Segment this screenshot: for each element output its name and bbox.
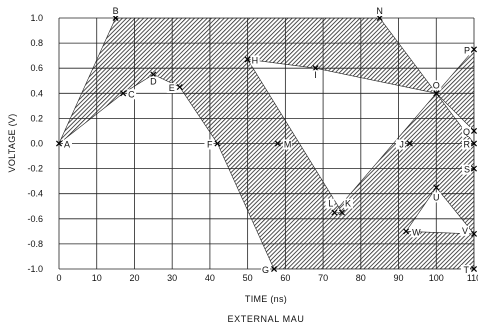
point-label-a: A <box>64 140 70 150</box>
point-label-bg <box>462 45 471 56</box>
point-label-n: N <box>376 6 383 16</box>
point-label-b: B <box>113 6 119 16</box>
point-label-bg <box>462 126 471 137</box>
point-marker-c <box>120 90 127 97</box>
point-marker-o <box>433 90 440 97</box>
point-marker-p <box>470 46 478 53</box>
x-tick-label: 100 <box>429 273 444 283</box>
point-marker-u <box>433 184 440 191</box>
point-label-t: T <box>464 265 470 275</box>
y-tick-label: -0.8 <box>27 239 43 249</box>
point-label-j: J <box>399 140 404 150</box>
point-label-w: W <box>412 227 421 237</box>
point-label-bg <box>411 227 421 238</box>
point-label-bg <box>432 80 442 91</box>
point-label-s: S <box>464 165 470 175</box>
point-marker-h <box>244 56 251 63</box>
point-label-k: K <box>345 199 351 209</box>
y-tick-label: 0.6 <box>30 63 43 73</box>
y-tick-label: -0.2 <box>27 164 43 174</box>
point-label-bg <box>111 6 121 16</box>
y-tick-label: 0.8 <box>30 38 43 48</box>
point-label-g: G <box>262 265 269 275</box>
point-label-bg <box>311 70 321 81</box>
point-marker-i <box>312 65 319 72</box>
point-marker-m <box>274 140 281 147</box>
point-label-bg <box>250 55 260 66</box>
point-label-r: R <box>464 140 471 150</box>
point-label-bg <box>395 139 405 150</box>
y-tick-label: 0.4 <box>30 88 43 98</box>
point-label-o: O <box>433 80 440 90</box>
x-tick-label: 0 <box>56 273 61 283</box>
y-tick-label: 0.2 <box>30 113 43 123</box>
point-marker-b <box>112 14 119 22</box>
point-label-bg <box>204 139 214 150</box>
point-marker-f <box>214 140 221 147</box>
y-tick-label: 1.0 <box>30 13 43 23</box>
x-tick-label: 60 <box>280 273 290 283</box>
point-label-bg <box>127 89 137 100</box>
point-label-m: M <box>284 140 292 150</box>
point-label-h: H <box>252 55 258 65</box>
point-marker-a <box>55 140 63 147</box>
x-axis-label: TIME (ns) <box>245 294 287 304</box>
y-tick-label: -0.4 <box>27 189 43 199</box>
point-label-bg <box>375 6 385 16</box>
x-tick-label: 70 <box>318 273 328 283</box>
point-label-v: V <box>462 226 468 236</box>
point-marker-g <box>271 265 278 273</box>
point-label-bg <box>325 198 335 209</box>
point-label-bg <box>460 225 469 236</box>
point-marker-q <box>470 127 478 134</box>
point-label-l: L <box>328 199 333 209</box>
x-tick-label: 10 <box>92 273 102 283</box>
x-tick-label: 110 <box>467 273 478 283</box>
y-tick-label: -0.6 <box>27 214 43 224</box>
point-marker-j <box>406 140 413 147</box>
point-marker-d <box>150 71 157 78</box>
point-label-e: E <box>169 83 175 93</box>
x-tick-label: 80 <box>356 273 366 283</box>
point-label-u: U <box>433 192 440 202</box>
point-marker-k <box>338 209 345 216</box>
point-label-bg <box>462 139 471 150</box>
y-tick-label: -1.0 <box>27 264 43 274</box>
point-label-bg <box>461 265 470 275</box>
point-label-bg <box>462 164 471 175</box>
point-label-i: I <box>314 70 317 80</box>
point-label-bg <box>149 76 159 87</box>
point-marker-t <box>470 265 478 273</box>
point-label-c: C <box>128 89 135 99</box>
chart-title: EXTERNAL MAU <box>228 314 305 324</box>
point-label-p: P <box>464 45 470 55</box>
x-tick-label: 30 <box>167 273 177 283</box>
point-marker-r <box>470 140 478 147</box>
point-label-f: F <box>207 140 213 150</box>
point-label-bg <box>261 265 271 275</box>
y-tick-label: 0.0 <box>30 139 43 149</box>
point-label-bg <box>282 139 292 150</box>
point-label-bg <box>166 83 176 94</box>
x-tick-label: 40 <box>205 273 215 283</box>
point-marker-e <box>176 84 183 91</box>
point-marker-s <box>470 165 478 172</box>
x-tick-label: 20 <box>129 273 139 283</box>
point-label-q: Q <box>463 127 470 137</box>
x-tick-label: 50 <box>243 273 253 283</box>
point-marker-w <box>403 228 410 235</box>
point-label-bg <box>432 192 442 203</box>
point-marker-l <box>331 209 338 216</box>
point-marker-n <box>376 14 383 22</box>
point-marker-v <box>470 230 478 237</box>
point-label-bg <box>343 198 353 209</box>
point-label-d: D <box>150 76 157 86</box>
point-label-bg <box>63 139 72 150</box>
x-tick-label: 90 <box>394 273 404 283</box>
y-axis-label: VOLTAGE (V) <box>7 114 17 173</box>
